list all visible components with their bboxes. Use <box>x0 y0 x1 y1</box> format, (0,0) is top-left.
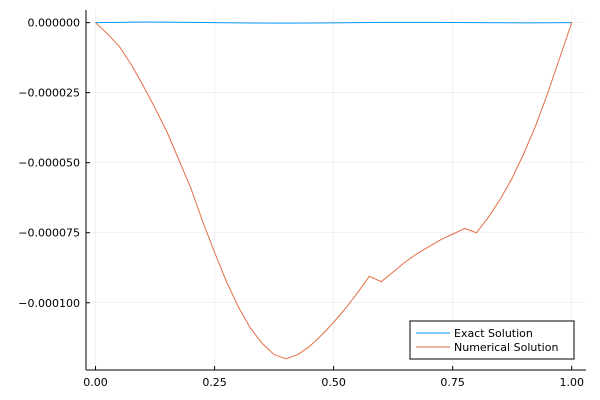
y-ticks: 0.000000 −0.000025 −0.000050 −0.000075 −0.00… <box>18 17 90 310</box>
x-tick-label: 0.00 <box>83 376 108 389</box>
y-tick-label: −0.000050 <box>18 157 80 170</box>
axes-frame <box>85 10 586 371</box>
legend-box <box>409 320 575 360</box>
y-tick-label: 0.000000 <box>28 17 81 30</box>
legend-label: Exact Solution <box>454 327 533 340</box>
x-tick-label: 0.75 <box>440 376 465 389</box>
x-tick-label: 0.25 <box>202 376 227 389</box>
x-tick-label: 0.50 <box>321 376 346 389</box>
y-tick-label: −0.000075 <box>18 227 80 240</box>
y-tick-label: −0.000025 <box>18 87 80 100</box>
x-ticks: 0.00 0.25 0.50 0.75 1.00 <box>83 366 584 389</box>
series-line-numerical-solution <box>95 22 573 360</box>
series-group <box>95 21 573 360</box>
legend-label: Numerical Solution <box>454 341 558 354</box>
y-tick-label: −0.000100 <box>18 297 80 310</box>
series-line-exact-solution <box>95 21 572 24</box>
x-tick-label: 1.00 <box>559 376 584 389</box>
